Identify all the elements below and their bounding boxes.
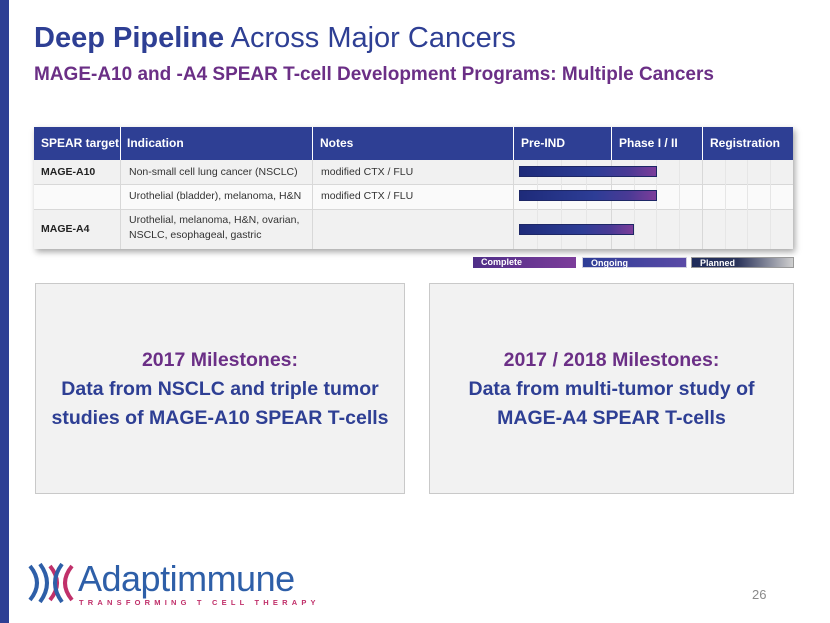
header-spear-target: SPEAR target — [41, 136, 120, 150]
progress-bar-mage-a10-nsclc — [519, 166, 657, 177]
milestone-line: MAGE-A4 SPEAR T-cells — [497, 407, 726, 429]
header-indication: Indication — [127, 136, 184, 150]
milestone-heading: 2017 / 2018 Milestones: — [503, 349, 720, 371]
table-row: MAGE-A4 Urothelial, melanoma, H&N, ovari… — [34, 209, 793, 249]
progress-bar-mage-a4 — [519, 224, 634, 235]
page-title: Deep Pipeline Across Major Cancers — [34, 22, 516, 55]
header-registration: Registration — [710, 136, 781, 150]
table-header: SPEAR target Indication Notes Pre-IND Ph… — [34, 127, 793, 160]
page-number: 26 — [752, 587, 767, 602]
milestone-box-2017-2018: 2017 / 2018 Milestones: Data from multi-… — [429, 283, 794, 494]
milestone-line: Data from NSCLC and triple tumor — [61, 378, 379, 400]
milestone-heading: 2017 Milestones: — [141, 349, 299, 371]
row-notes: modified CTX / FLU — [321, 190, 414, 202]
row-indication: Non-small cell lung cancer (NSCLC) — [129, 166, 298, 178]
helix-logo-icon — [28, 562, 74, 604]
milestone-line: Data from multi-tumor study of — [468, 378, 755, 400]
milestone-line: studies of MAGE-A10 SPEAR T-cells — [51, 407, 389, 429]
row-indication-line1: Urothelial, melanoma, H&N, ovarian, — [129, 214, 300, 226]
progress-bar-mage-a10-urothelial — [519, 190, 657, 201]
legend-planned: Planned — [691, 257, 794, 268]
page-subtitle: MAGE-A10 and -A4 SPEAR T-cell Developmen… — [34, 64, 714, 85]
header-notes: Notes — [320, 136, 354, 150]
row-target: MAGE-A4 — [41, 223, 90, 235]
logo-wordmark: Adaptimmune — [78, 558, 295, 599]
page-title-bold: Deep Pipeline — [34, 22, 225, 54]
pipeline-table: SPEAR target Indication Notes Pre-IND Ph… — [34, 127, 793, 249]
header-phase: Phase I / II — [619, 136, 678, 150]
page-title-rest: Across Major Cancers — [230, 22, 516, 54]
logo-tagline: TRANSFORMING T CELL THERAPY — [79, 598, 320, 607]
row-indication-line2: NSCLC, esophageal, gastric — [129, 229, 262, 241]
row-target: MAGE-A10 — [41, 166, 96, 178]
legend-complete: Complete — [473, 257, 576, 268]
header-pre-ind: Pre-IND — [521, 136, 566, 150]
row-indication: Urothelial (bladder), melanoma, H&N — [129, 190, 302, 202]
left-accent-bar — [0, 0, 9, 623]
adaptimmune-logo: Adaptimmune TRANSFORMING T CELL THERAPY — [26, 558, 316, 610]
table-row: Urothelial (bladder), melanoma, H&N modi… — [34, 184, 793, 209]
legend-ongoing: Ongoing — [582, 257, 687, 268]
milestone-box-2017: 2017 Milestones: Data from NSCLC and tri… — [35, 283, 405, 494]
table-row: MAGE-A10 Non-small cell lung cancer (NSC… — [34, 160, 793, 184]
row-notes: modified CTX / FLU — [321, 166, 414, 178]
